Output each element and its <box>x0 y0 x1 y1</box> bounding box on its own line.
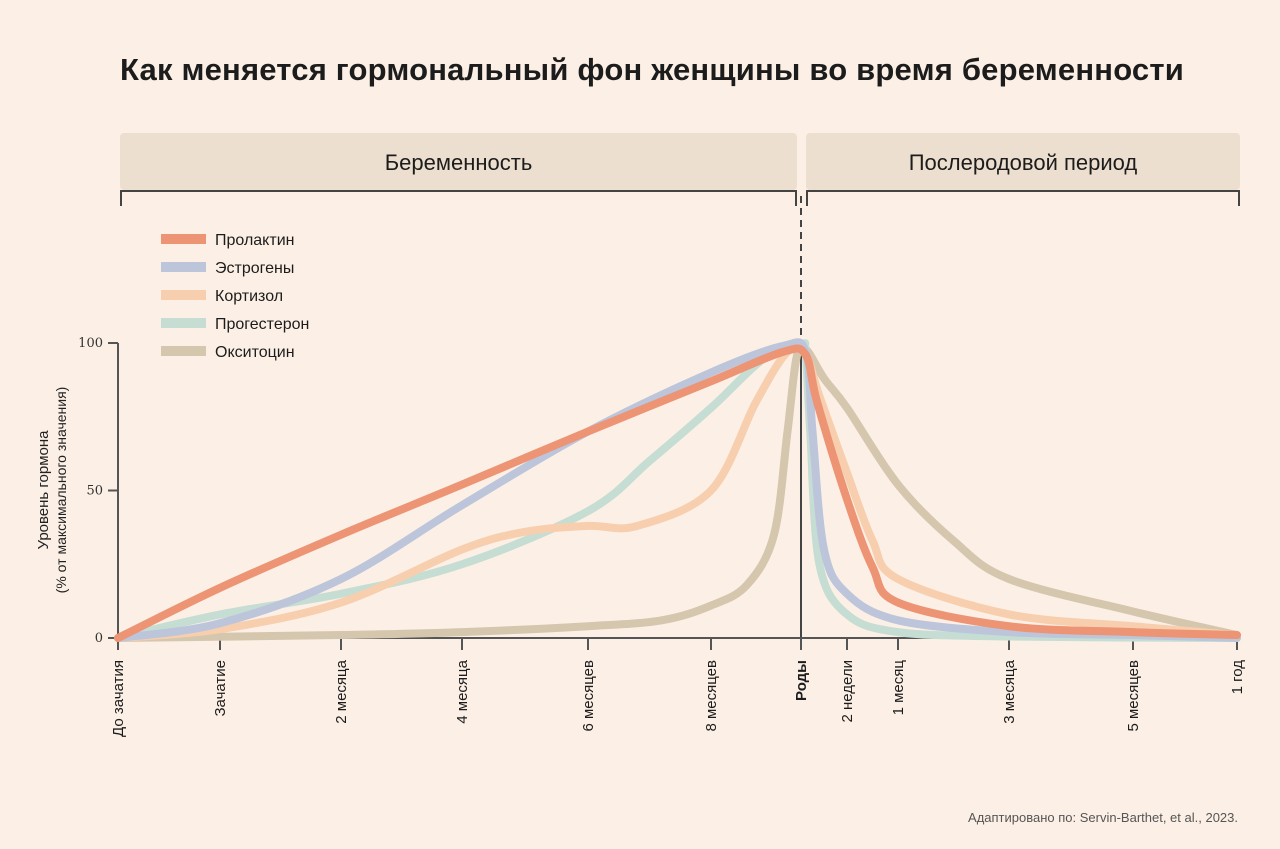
y-tick-label: 50 <box>86 484 103 499</box>
y-axis-label: Уровень гормона <box>35 430 52 550</box>
legend-label: Пролактин <box>215 232 294 249</box>
legend-swatch <box>161 234 206 244</box>
series-line-5 <box>114 342 1241 642</box>
x-tick-label: Роды <box>793 660 810 701</box>
legend-swatch <box>161 290 206 300</box>
x-tick-label: 5 месяцев <box>1125 660 1142 732</box>
legend-label: Кортизол <box>215 288 283 305</box>
x-tick-label: До зачатия <box>110 660 127 737</box>
x-tick-label: 1 месяц <box>890 660 907 716</box>
x-tick-label: 2 недели <box>839 660 856 723</box>
legend-swatch <box>161 318 206 328</box>
series-line-2 <box>114 338 1241 642</box>
y-axis-sublabel: (% от максимального значения) <box>53 387 69 594</box>
period-box <box>120 133 797 190</box>
period-label: Послеродовой период <box>909 150 1138 175</box>
x-tick-label: 8 месяцев <box>703 660 720 732</box>
x-tick-label: 4 месяца <box>454 659 471 723</box>
series-line-1 <box>114 344 1241 642</box>
legend-swatch <box>161 346 206 356</box>
period-label: Беременность <box>385 150 533 175</box>
chart-title: Как меняется гормональный фон женщины во… <box>120 52 1184 87</box>
series-line-3 <box>114 343 1241 642</box>
source-note: Адаптировано по: Servin-Barthet, et al.,… <box>968 810 1238 825</box>
x-tick-label: Зачатие <box>212 660 229 717</box>
y-tick-label: 0 <box>95 631 103 646</box>
period-bracket <box>120 190 797 206</box>
period-bracket <box>806 190 1240 206</box>
legend-label: Прогестерон <box>215 316 309 333</box>
legend-swatch <box>161 262 206 272</box>
legend-label: Окситоцин <box>215 344 295 361</box>
y-tick-label: 100 <box>78 336 103 351</box>
legend-label: Эстрогены <box>215 260 294 277</box>
x-tick-label: 3 месяца <box>1001 659 1018 723</box>
x-tick-label: 2 месяца <box>333 659 350 723</box>
x-tick-label: 1 год <box>1229 660 1246 695</box>
period-box <box>806 133 1240 190</box>
x-tick-label: 6 месяцев <box>580 660 597 732</box>
